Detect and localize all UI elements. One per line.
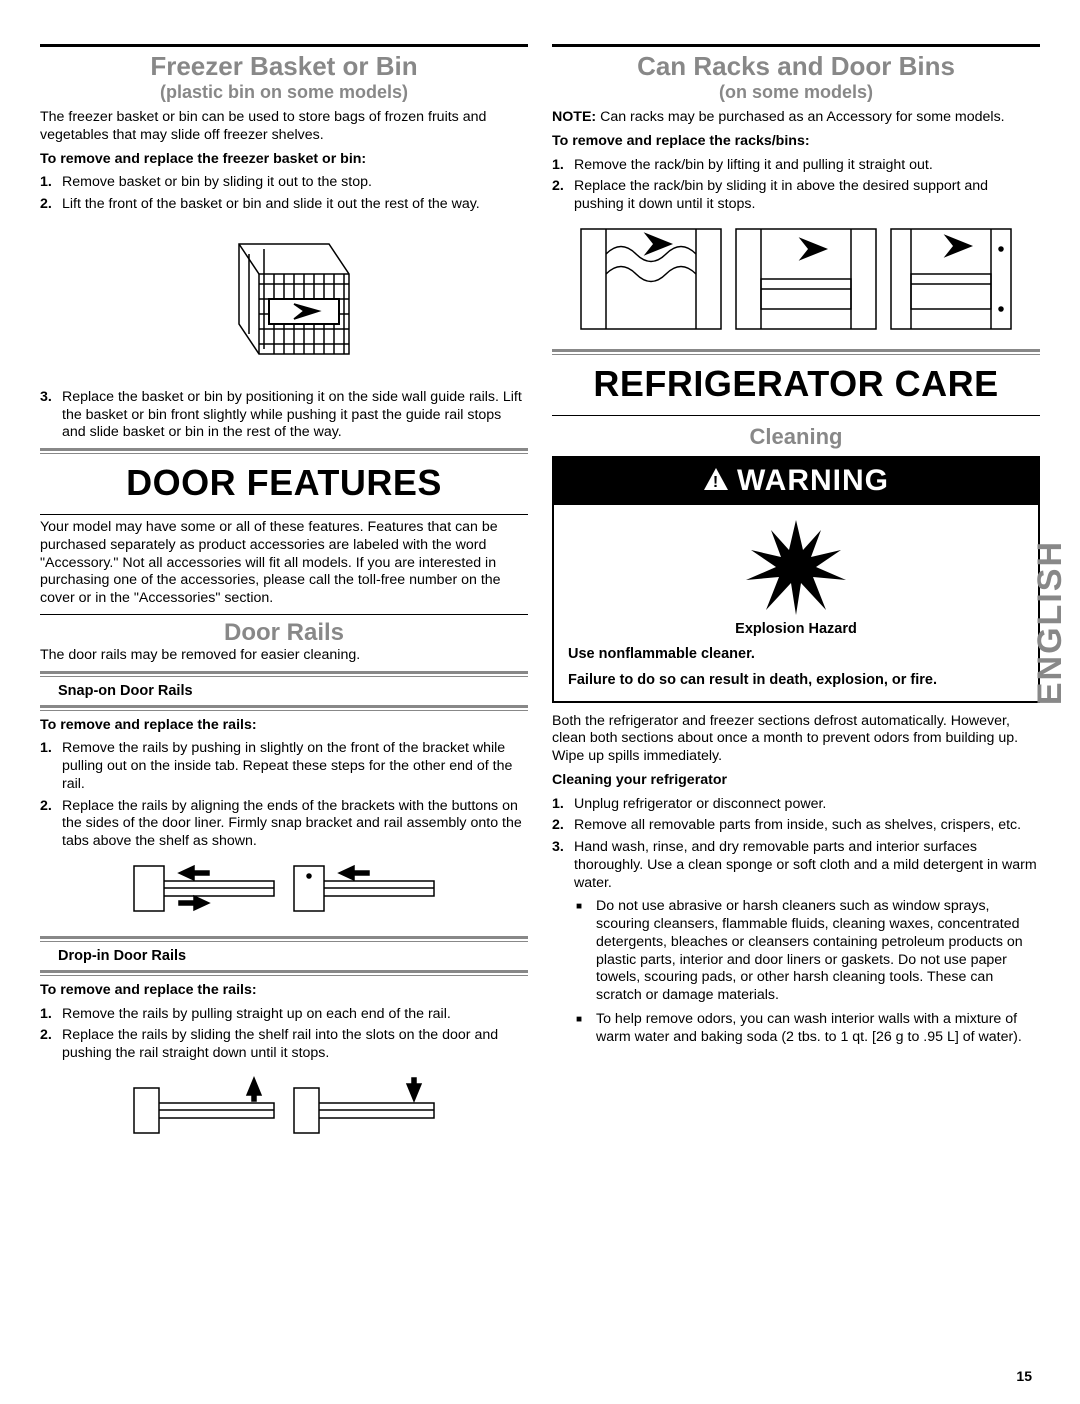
snap-steps: 1.Remove the rails by pushing in slightl… bbox=[40, 740, 528, 851]
snap-on-head: Snap-on Door Rails bbox=[40, 683, 528, 699]
freezer-intro: The freezer basket or bin can be used to… bbox=[40, 109, 528, 145]
drop-in-head: Drop-in Door Rails bbox=[40, 948, 528, 964]
snap-rail-illustration bbox=[40, 861, 528, 926]
warning-triangle-icon: ! bbox=[703, 465, 729, 499]
drop-remove-head: To remove and replace the rails: bbox=[40, 982, 528, 1000]
cleaning-para: Both the refrigerator and freezer sectio… bbox=[552, 713, 1040, 766]
door-rails-title: Door Rails bbox=[40, 619, 528, 647]
freezer-remove-head: To remove and replace the freezer basket… bbox=[40, 151, 528, 169]
can-racks-subtitle: (on some models) bbox=[552, 82, 1040, 103]
cleaning-title: Cleaning bbox=[552, 424, 1040, 450]
drop-steps: 1.Remove the rails by pulling straight u… bbox=[40, 1006, 528, 1063]
cleaning-sub-head: Cleaning your refrigerator bbox=[552, 772, 1040, 790]
page-content: Freezer Basket or Bin (plastic bin on so… bbox=[40, 40, 1040, 1158]
freezer-title: Freezer Basket or Bin bbox=[40, 51, 528, 82]
explosion-icon bbox=[741, 515, 851, 615]
freezer-steps-1-2: 1.Remove basket or bin by sliding it out… bbox=[40, 174, 528, 214]
door-features-title: DOOR FEATURES bbox=[40, 462, 528, 504]
warning-line-2: Failure to do so can result in death, ex… bbox=[568, 671, 1024, 691]
can-racks-note: NOTE: Can racks may be purchased as an A… bbox=[552, 109, 1040, 127]
left-column: Freezer Basket or Bin (plastic bin on so… bbox=[40, 40, 528, 1158]
can-racks-remove-head: To remove and replace the racks/bins: bbox=[552, 133, 1040, 151]
language-tab: ENGLISH bbox=[1031, 540, 1070, 705]
door-rails-intro: The door rails may be removed for easier… bbox=[40, 647, 528, 665]
warning-header: ! WARNING bbox=[554, 458, 1038, 505]
door-features-intro: Your model may have some or all of these… bbox=[40, 519, 528, 608]
freezer-step-3: 3.Replace the basket or bin by positioni… bbox=[40, 389, 528, 442]
can-racks-illustration bbox=[552, 224, 1040, 339]
svg-text:!: ! bbox=[713, 474, 719, 491]
snap-remove-head: To remove and replace the rails: bbox=[40, 717, 528, 735]
can-racks-steps: 1.Remove the rack/bin by lifting it and … bbox=[552, 157, 1040, 214]
warning-line-1: Use nonflammable cleaner. bbox=[568, 645, 1024, 665]
cleaning-steps: 1.Unplug refrigerator or disconnect powe… bbox=[552, 796, 1040, 893]
right-column: Can Racks and Door Bins (on some models)… bbox=[552, 40, 1040, 1158]
hazard-label: Explosion Hazard bbox=[568, 620, 1024, 640]
drop-rail-illustration bbox=[40, 1073, 528, 1148]
warning-box: ! WARNING Explosion Hazard Use nonflamma… bbox=[552, 456, 1040, 703]
cleaning-bullets: Do not use abrasive or harsh cleaners su… bbox=[552, 898, 1040, 1046]
refrigerator-care-title: REFRIGERATOR CARE bbox=[552, 363, 1040, 405]
freezer-basket-illustration bbox=[40, 224, 528, 379]
can-racks-title: Can Racks and Door Bins bbox=[552, 51, 1040, 82]
page-number: 15 bbox=[1016, 1368, 1032, 1384]
freezer-subtitle: (plastic bin on some models) bbox=[40, 82, 528, 103]
